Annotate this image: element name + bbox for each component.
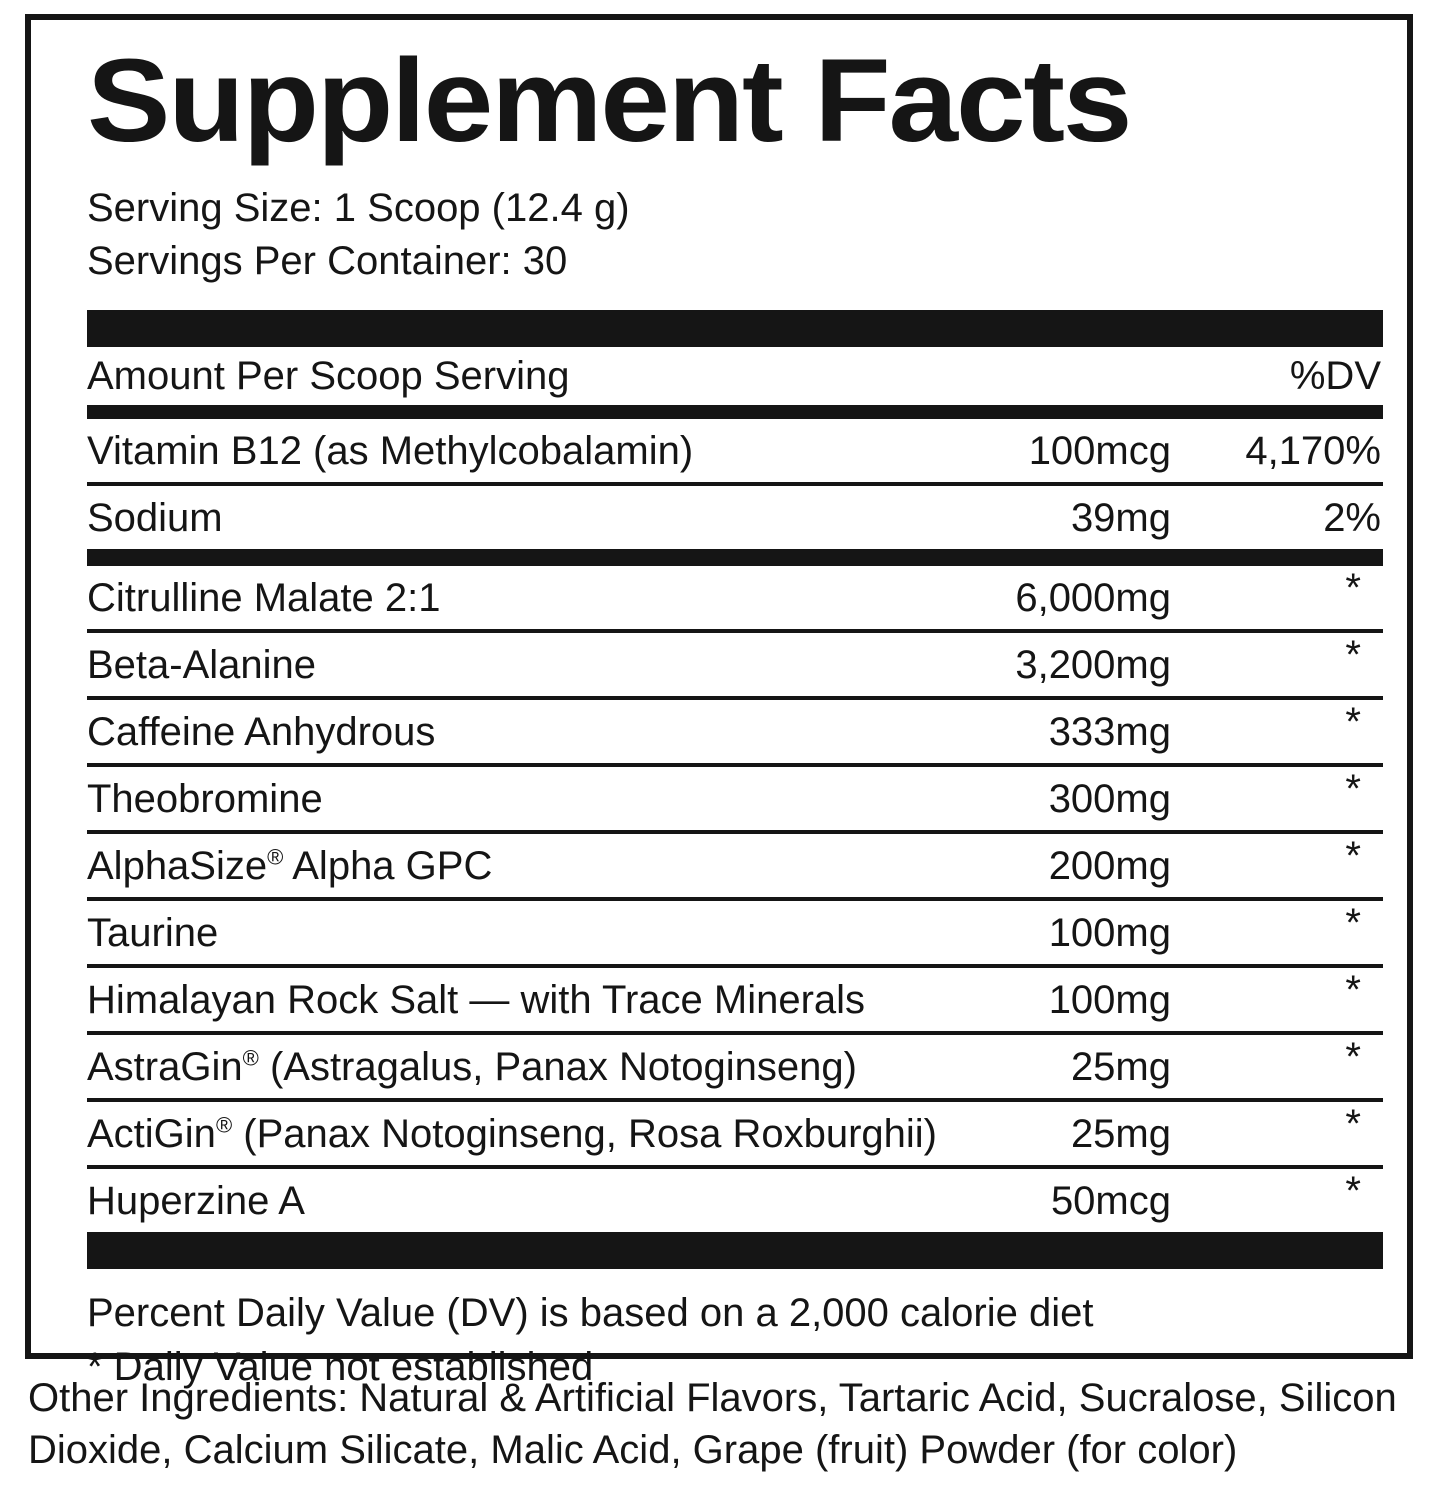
row-amount: 200mg bbox=[1048, 843, 1171, 888]
row-ingredient-name: Taurine bbox=[87, 910, 219, 955]
table-row: Huperzine A 50mcg * bbox=[87, 1169, 1383, 1232]
row-divider bbox=[87, 696, 1383, 701]
table-row: Caffeine Anhydrous 333mg * bbox=[87, 700, 1383, 763]
row-divider bbox=[87, 1165, 1383, 1170]
row-dv-asterisk: * bbox=[1345, 1169, 1361, 1214]
row-ingredient-name: Citrulline Malate 2:1 bbox=[87, 575, 441, 620]
row-dv-asterisk: * bbox=[1345, 1102, 1361, 1147]
page-title: Supplement Facts bbox=[87, 35, 1132, 167]
footnote-dv-not-established: * Daily Value not established bbox=[87, 1344, 594, 1389]
row-ingredient-name: Theobromine bbox=[87, 776, 323, 821]
table-header-row: Amount Per Scoop Serving %DV bbox=[87, 347, 1383, 405]
table-row: Taurine 100mg * bbox=[87, 901, 1383, 964]
divider-before-ingredients bbox=[87, 549, 1383, 567]
row-amount: 100mg bbox=[1048, 977, 1171, 1022]
row-dv-asterisk: * bbox=[1345, 968, 1361, 1013]
row-ingredient-name: AstraGin® (Astragalus, Panax Notoginseng… bbox=[87, 1044, 857, 1089]
row-dv-value: 2% bbox=[1323, 495, 1381, 540]
row-divider bbox=[87, 830, 1383, 835]
vitamin-rows-group: Vitamin B12 (as Methylcobalamin) 100mcg 4,… bbox=[59, 419, 1385, 549]
row-amount: 6,000mg bbox=[1015, 575, 1171, 620]
table-row: Sodium 39mg 2% bbox=[87, 486, 1383, 549]
row-amount: 3,200mg bbox=[1015, 642, 1171, 687]
row-dv-asterisk: * bbox=[1345, 901, 1361, 946]
row-dv-asterisk: * bbox=[1345, 633, 1361, 678]
percent-dv-label: %DV bbox=[1289, 354, 1381, 399]
row-ingredient-name: ActiGin® (Panax Notoginseng, Rosa Roxbur… bbox=[87, 1111, 937, 1156]
row-ingredient-name: Beta-Alanine bbox=[87, 642, 317, 687]
row-amount: 39mg bbox=[1070, 495, 1171, 540]
row-divider bbox=[87, 1031, 1383, 1036]
row-amount: 300mg bbox=[1048, 776, 1171, 821]
row-divider bbox=[87, 763, 1383, 768]
row-amount: 100mcg bbox=[1028, 428, 1171, 473]
table-row: ActiGin® (Panax Notoginseng, Rosa Roxbur… bbox=[87, 1102, 1383, 1165]
ingredient-rows-group: Citrulline Malate 2:1 6,000mg * Beta-Alanin… bbox=[59, 566, 1385, 1232]
amount-per-serving-label: Amount Per Scoop Serving bbox=[87, 354, 570, 399]
registered-trademark-icon: ® bbox=[267, 844, 284, 870]
table-row: Beta-Alanine 3,200mg * bbox=[87, 633, 1383, 696]
table-row: AstraGin® (Astragalus, Panax Notoginseng… bbox=[87, 1035, 1383, 1098]
row-ingredient-name: Huperzine A bbox=[87, 1178, 305, 1223]
row-amount: 25mg bbox=[1070, 1044, 1171, 1089]
row-dv-value: 4,170% bbox=[1245, 428, 1381, 473]
row-dv-asterisk: * bbox=[1345, 566, 1361, 611]
row-divider bbox=[87, 482, 1383, 487]
divider-thick-top bbox=[87, 310, 1383, 348]
row-amount: 100mg bbox=[1048, 910, 1171, 955]
row-ingredient-name: Caffeine Anhydrous bbox=[87, 709, 436, 754]
row-divider bbox=[87, 1098, 1383, 1103]
divider-under-header bbox=[87, 405, 1383, 420]
row-divider bbox=[87, 897, 1383, 902]
registered-trademark-icon: ® bbox=[215, 1112, 233, 1138]
table-row: AlphaSize® Alpha GPC 200mg * bbox=[87, 834, 1383, 897]
row-dv-asterisk: * bbox=[1345, 700, 1361, 745]
supplement-facts-panel: Supplement Facts Serving Size: 1 Scoop (… bbox=[25, 14, 1413, 1389]
row-ingredient-name: Himalayan Rock Salt — with Trace Mineral… bbox=[87, 977, 866, 1022]
other-ingredients-block: Other Ingredients: Natural & Artificial … bbox=[28, 1372, 1418, 1476]
row-ingredient-name: Sodium bbox=[87, 495, 223, 540]
other-ingredients-line-2: Dioxide, Calcium Silicate, Malic Acid, G… bbox=[28, 1428, 1238, 1472]
serving-info: Serving Size: 1 Scoop (12.4 g) Servings … bbox=[87, 182, 1385, 288]
row-divider bbox=[87, 629, 1383, 634]
row-dv-asterisk: * bbox=[1345, 1035, 1361, 1080]
footnotes-group: Percent Daily Value (DV) is based on a 2… bbox=[87, 1287, 1385, 1393]
table-row: Theobromine 300mg * bbox=[87, 767, 1383, 830]
row-dv-asterisk: * bbox=[1345, 834, 1361, 879]
table-row: Himalayan Rock Salt — with Trace Mineral… bbox=[87, 968, 1383, 1031]
table-row: Vitamin B12 (as Methylcobalamin) 100mcg 4,… bbox=[87, 419, 1383, 482]
table-row: Citrulline Malate 2:1 6,000mg * bbox=[87, 566, 1383, 629]
divider-thick-bottom bbox=[87, 1232, 1383, 1270]
row-ingredient-name: Vitamin B12 (as Methylcobalamin) bbox=[87, 428, 694, 473]
registered-trademark-icon: ® bbox=[242, 1045, 259, 1071]
servings-per-container: Servings Per Container: 30 bbox=[87, 239, 568, 284]
row-ingredient-name: AlphaSize® Alpha GPC bbox=[87, 843, 493, 888]
other-ingredients-line-1: Other Ingredients: Natural & Artificial … bbox=[28, 1376, 1397, 1420]
row-divider bbox=[87, 964, 1383, 969]
row-amount: 333mg bbox=[1048, 709, 1171, 754]
footnote-daily-value-basis: Percent Daily Value (DV) is based on a 2… bbox=[87, 1291, 1094, 1336]
row-amount: 25mg bbox=[1070, 1111, 1171, 1156]
row-amount: 50mcg bbox=[1050, 1178, 1171, 1223]
serving-size: Serving Size: 1 Scoop (12.4 g) bbox=[87, 186, 630, 230]
row-dv-asterisk: * bbox=[1345, 767, 1361, 812]
